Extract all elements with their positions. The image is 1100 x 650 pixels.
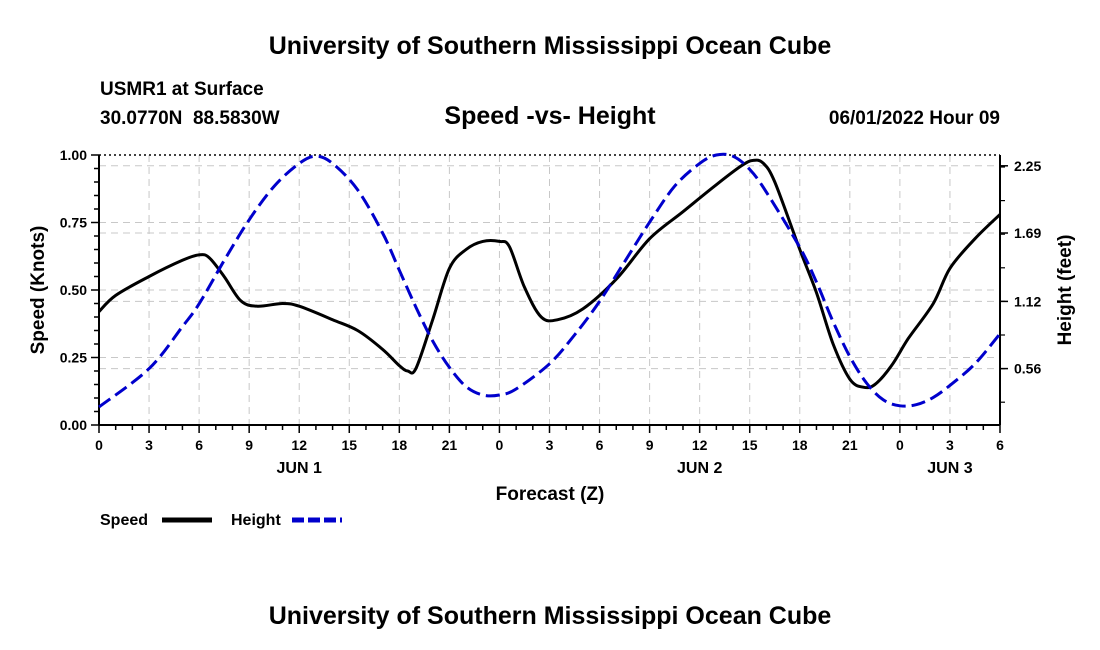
x-tick-label: 3 <box>145 437 153 453</box>
x-tick-label: 0 <box>496 437 504 453</box>
series-line-speed <box>97 158 1002 390</box>
y-left-tick-label: 0.50 <box>60 282 87 298</box>
legend: Speed Height <box>100 512 342 529</box>
x-tick-label: 3 <box>546 437 554 453</box>
footer-title: University of Southern Mississippi Ocean… <box>269 602 832 630</box>
x-day-label: JUN 2 <box>677 460 722 477</box>
x-tick-label: 15 <box>341 437 357 453</box>
x-tick-label: 3 <box>946 437 954 453</box>
x-tick-label: 0 <box>95 437 103 453</box>
y-left-tick-label: 1.00 <box>60 147 87 163</box>
x-tick-label: 18 <box>792 437 808 453</box>
y-left-tick-label: 0.00 <box>60 417 87 433</box>
legend-height-label: Height <box>231 512 281 529</box>
x-tick-label: 21 <box>442 437 458 453</box>
station-coordinates: 30.0770N 88.5830W <box>100 108 280 129</box>
header-title: University of Southern Mississippi Ocean… <box>269 32 832 60</box>
y-right-tick-label: 2.25 <box>1014 158 1041 174</box>
x-axis-label: Forecast (Z) <box>496 484 605 505</box>
legend-speed-label: Speed <box>100 512 148 529</box>
series-line-height <box>98 152 1002 409</box>
x-tick-label: 15 <box>742 437 758 453</box>
axes <box>91 154 1008 433</box>
x-tick-label: 9 <box>245 437 253 453</box>
x-tick-label: 21 <box>842 437 858 453</box>
x-day-label: JUN 3 <box>927 460 972 477</box>
y-left-tick-label: 0.25 <box>60 350 87 366</box>
x-tick-label: 12 <box>692 437 708 453</box>
x-tick-label: 18 <box>392 437 408 453</box>
y-right-tick-label: 1.12 <box>1014 293 1041 309</box>
series-lines <box>97 152 1002 409</box>
x-tick-label: 6 <box>996 437 1004 453</box>
x-tick-label: 0 <box>896 437 904 453</box>
y-right-tick-label: 1.69 <box>1014 225 1041 241</box>
x-day-label: JUN 1 <box>277 460 322 477</box>
grid-lines <box>99 155 1000 425</box>
chart-title: Speed -vs- Height <box>444 102 656 130</box>
x-tick-label: 9 <box>646 437 654 453</box>
y-left-tick-label: 0.75 <box>60 215 87 231</box>
station-label: USMR1 at Surface <box>100 79 264 100</box>
y-axis-left-label: Speed (Knots) <box>28 226 49 355</box>
y-right-tick-label: 0.56 <box>1014 361 1041 377</box>
y-axis-right-label: Height (feet) <box>1055 235 1076 346</box>
tick-labels: 0 3 6 9 12 15 18 21 0 3 6 9 12 15 18 21 0 3 6 JUN 1 JUN 2 JUN… <box>60 147 1042 477</box>
x-tick-label: 6 <box>195 437 203 453</box>
x-tick-label: 12 <box>291 437 307 453</box>
forecast-datetime: 06/01/2022 Hour 09 <box>829 108 1000 129</box>
x-tick-label: 6 <box>596 437 604 453</box>
